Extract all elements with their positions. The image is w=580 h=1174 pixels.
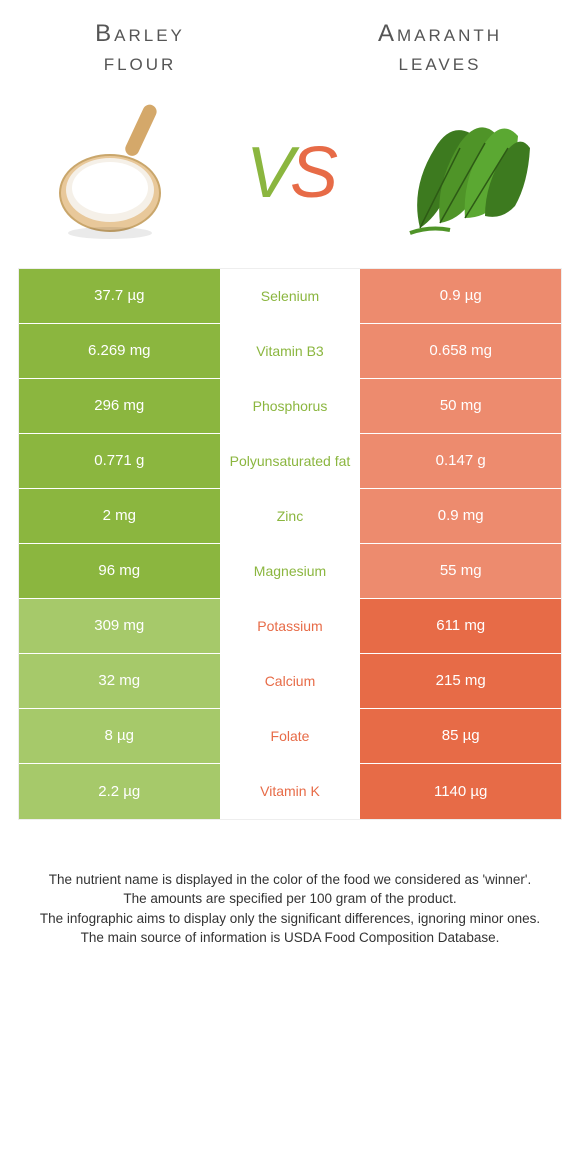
- right-value: 0.9 µg: [360, 269, 561, 323]
- footer-line: The main source of information is USDA F…: [30, 928, 550, 948]
- right-value: 55 mg: [360, 544, 561, 598]
- right-value: 1140 µg: [360, 764, 561, 819]
- left-food-title: Barley flour: [40, 20, 240, 78]
- nutrient-name: Magnesium: [220, 544, 361, 598]
- table-row: 0.771 gPolyunsaturated fat0.147 g: [19, 434, 561, 489]
- comparison-table: 37.7 µgSelenium0.9 µg6.269 mgVitamin B30…: [18, 268, 562, 820]
- nutrient-name: Potassium: [220, 599, 361, 653]
- nutrient-name: Vitamin K: [220, 764, 361, 819]
- nutrient-name: Selenium: [220, 269, 361, 323]
- vs-s: S: [290, 133, 334, 213]
- table-row: 37.7 µgSelenium0.9 µg: [19, 269, 561, 324]
- nutrient-name: Folate: [220, 709, 361, 763]
- left-value: 8 µg: [19, 709, 220, 763]
- left-value: 296 mg: [19, 379, 220, 433]
- footer-line: The infographic aims to display only the…: [30, 909, 550, 929]
- right-value: 0.658 mg: [360, 324, 561, 378]
- table-row: 96 mgMagnesium55 mg: [19, 544, 561, 599]
- footer-notes: The nutrient name is displayed in the co…: [0, 820, 580, 948]
- images-row: VS: [0, 88, 580, 268]
- table-row: 309 mgPotassium611 mg: [19, 599, 561, 654]
- left-value: 96 mg: [19, 544, 220, 598]
- nutrient-name: Polyunsaturated fat: [220, 434, 361, 488]
- barley-flour-image: [40, 98, 190, 248]
- leaves-icon: [390, 98, 540, 248]
- left-value: 0.771 g: [19, 434, 220, 488]
- table-row: 296 mgPhosphorus50 mg: [19, 379, 561, 434]
- left-value: 6.269 mg: [19, 324, 220, 378]
- table-row: 2 mgZinc0.9 mg: [19, 489, 561, 544]
- left-value: 2 mg: [19, 489, 220, 543]
- table-row: 32 mgCalcium215 mg: [19, 654, 561, 709]
- table-row: 2.2 µgVitamin K1140 µg: [19, 764, 561, 819]
- amaranth-leaves-image: [390, 98, 540, 248]
- left-value: 2.2 µg: [19, 764, 220, 819]
- header: Barley flour Amaranth leaves: [0, 0, 580, 88]
- right-value: 0.147 g: [360, 434, 561, 488]
- right-value: 50 mg: [360, 379, 561, 433]
- nutrient-name: Vitamin B3: [220, 324, 361, 378]
- table-row: 8 µgFolate85 µg: [19, 709, 561, 764]
- right-value: 85 µg: [360, 709, 561, 763]
- table-row: 6.269 mgVitamin B30.658 mg: [19, 324, 561, 379]
- spoon-icon: [40, 98, 190, 248]
- left-value: 32 mg: [19, 654, 220, 708]
- left-value: 309 mg: [19, 599, 220, 653]
- right-value: 215 mg: [360, 654, 561, 708]
- vs-label: VS: [246, 132, 334, 214]
- right-value: 0.9 mg: [360, 489, 561, 543]
- footer-line: The amounts are specified per 100 gram o…: [30, 889, 550, 909]
- nutrient-name: Phosphorus: [220, 379, 361, 433]
- nutrient-name: Zinc: [220, 489, 361, 543]
- right-food-title: Amaranth leaves: [340, 20, 540, 78]
- right-value: 611 mg: [360, 599, 561, 653]
- vs-v: V: [246, 133, 290, 213]
- nutrient-name: Calcium: [220, 654, 361, 708]
- footer-line: The nutrient name is displayed in the co…: [30, 870, 550, 890]
- left-value: 37.7 µg: [19, 269, 220, 323]
